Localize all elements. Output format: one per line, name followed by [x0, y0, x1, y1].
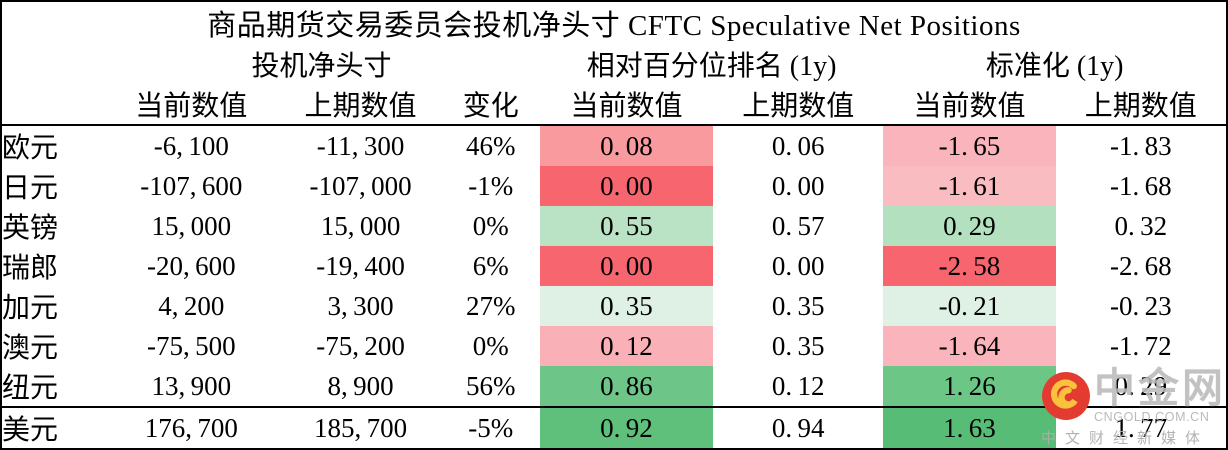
std-current-cell: 1. 26 [883, 366, 1056, 407]
currency-label: 加元 [2, 293, 59, 324]
pct-previous-cell: 0. 06 [771, 130, 825, 161]
group-standardized-1y: 标准化 (1y) [985, 51, 1124, 82]
table-row-2: 英镑 15, 000 15, 000 0% 0. 55 0. 57 0. 29 … [1, 206, 1227, 246]
colheader-std-current: 当前数值 [913, 91, 1026, 122]
table-title: 商品期货交易委员会投机净头寸 CFTC Speculative Net Posi… [207, 10, 1021, 42]
currency-label: 英镑 [2, 213, 59, 244]
colheader-currency [1, 84, 103, 125]
currency-label: 澳元 [2, 333, 59, 364]
spec-current-cell: 15, 000 [151, 210, 232, 241]
spec-current-cell: -107, 600 [140, 170, 243, 201]
pct-current-cell: 0. 00 [539, 166, 714, 206]
group-speculative-net-positions: 投机净头寸 [251, 51, 392, 82]
pct-previous-cell: 0. 00 [771, 250, 825, 281]
column-group-row: 投机净头寸 相对百分位排名 (1y) 标准化 (1y) [1, 44, 1227, 84]
std-previous-cell: 0. 29 [1114, 370, 1168, 401]
change-cell: 0% [472, 330, 509, 361]
spec-previous-cell: -75, 200 [316, 330, 405, 361]
std-previous-cell: 1. 77 [1114, 412, 1168, 443]
std-previous-cell: -2. 68 [1109, 250, 1172, 281]
std-previous-cell: 0. 32 [1114, 210, 1168, 241]
table-row-5: 澳元 -75, 500 -75, 200 0% 0. 12 0. 35 -1. … [1, 326, 1227, 366]
table-row-3: 瑞郎 -20, 600 -19, 400 6% 0. 00 0. 00 -2. … [1, 246, 1227, 286]
spec-current-cell: 13, 900 [151, 370, 232, 401]
std-previous-cell: -1. 68 [1109, 170, 1172, 201]
table-title-row: 商品期货交易委员会投机净头寸 CFTC Speculative Net Posi… [1, 1, 1227, 44]
spec-current-cell: -75, 500 [146, 330, 236, 361]
change-cell: 56% [465, 370, 516, 401]
pct-current-cell: 0. 35 [539, 286, 714, 326]
colheader-spec-current: 当前数值 [135, 91, 248, 122]
table-row-4: 加元 4, 200 3, 300 27% 0. 35 0. 35 -0. 21 … [1, 286, 1227, 326]
pct-previous-cell: 0. 12 [771, 370, 825, 401]
pct-previous-cell: 0. 94 [771, 412, 825, 443]
change-cell: -5% [468, 412, 514, 443]
table-row-6: 纽元 13, 900 8, 900 56% 0. 86 0. 12 1. 26 … [1, 366, 1227, 407]
column-header-row: 当前数值 上期数值 变化 当前数值 上期数值 当前数值 上期数值 [1, 84, 1227, 125]
std-current-cell: 1. 63 [883, 407, 1056, 449]
spec-previous-cell: -19, 400 [316, 250, 405, 281]
colheader-pct-current: 当前数值 [570, 91, 683, 122]
spec-previous-cell: 8, 900 [327, 370, 394, 401]
std-previous-cell: -1. 72 [1109, 330, 1172, 361]
change-cell: 0% [472, 210, 509, 241]
spec-current-cell: -20, 600 [146, 250, 236, 281]
spec-previous-cell: 3, 300 [327, 290, 394, 321]
pct-previous-cell: 0. 57 [771, 210, 825, 241]
change-cell: 46% [465, 130, 516, 161]
pct-current-cell: 0. 55 [539, 206, 714, 246]
colheader-pct-previous: 上期数值 [742, 91, 855, 122]
pct-current-cell: 0. 08 [539, 125, 714, 166]
group-spacer [1, 44, 103, 84]
currency-label: 欧元 [2, 133, 59, 164]
colheader-change: 变化 [462, 91, 519, 122]
pct-current-cell: 0. 86 [539, 366, 714, 407]
spec-previous-cell: -107, 000 [309, 170, 412, 201]
change-cell: 6% [472, 250, 509, 281]
pct-current-cell: 0. 92 [539, 407, 714, 449]
std-current-cell: -1. 65 [883, 125, 1056, 166]
std-current-cell: 0. 29 [883, 206, 1056, 246]
colheader-spec-previous: 上期数值 [304, 91, 417, 122]
group-relative-percentile-1y: 相对百分位排名 (1y) [586, 51, 837, 82]
currency-label: 纽元 [2, 373, 59, 404]
pct-current-cell: 0. 12 [539, 326, 714, 366]
std-current-cell: -1. 64 [883, 326, 1056, 366]
std-previous-cell: -0. 23 [1109, 290, 1172, 321]
table-row-7: 美元 176, 700 185, 700 -5% 0. 92 0. 94 1. … [1, 407, 1227, 449]
currency-label: 瑞郎 [2, 253, 59, 284]
currency-label: 日元 [2, 173, 59, 204]
spec-previous-cell: 15, 000 [320, 210, 401, 241]
spec-previous-cell: -11, 300 [316, 130, 405, 161]
change-cell: 27% [465, 290, 516, 321]
pct-current-cell: 0. 00 [539, 246, 714, 286]
std-current-cell: -2. 58 [883, 246, 1056, 286]
std-current-cell: -1. 61 [883, 166, 1056, 206]
table-row-0: 欧元 -6, 100 -11, 300 46% 0. 08 0. 06 -1. … [1, 125, 1227, 166]
spec-current-cell: 4, 200 [158, 290, 225, 321]
pct-previous-cell: 0. 35 [771, 330, 825, 361]
change-cell: -1% [468, 170, 514, 201]
spec-current-cell: 176, 700 [144, 412, 238, 443]
std-current-cell: -0. 21 [883, 286, 1056, 326]
spec-previous-cell: 185, 700 [313, 412, 408, 443]
pct-previous-cell: 0. 35 [771, 290, 825, 321]
table-row-1: 日元 -107, 600 -107, 000 -1% 0. 00 0. 00 -… [1, 166, 1227, 206]
currency-label: 美元 [2, 415, 59, 446]
std-previous-cell: -1. 83 [1109, 130, 1172, 161]
table-body: 欧元 -6, 100 -11, 300 46% 0. 08 0. 06 -1. … [1, 125, 1227, 449]
spec-current-cell: -6, 100 [153, 130, 229, 161]
pct-previous-cell: 0. 00 [771, 170, 825, 201]
colheader-std-previous: 上期数值 [1084, 91, 1197, 122]
